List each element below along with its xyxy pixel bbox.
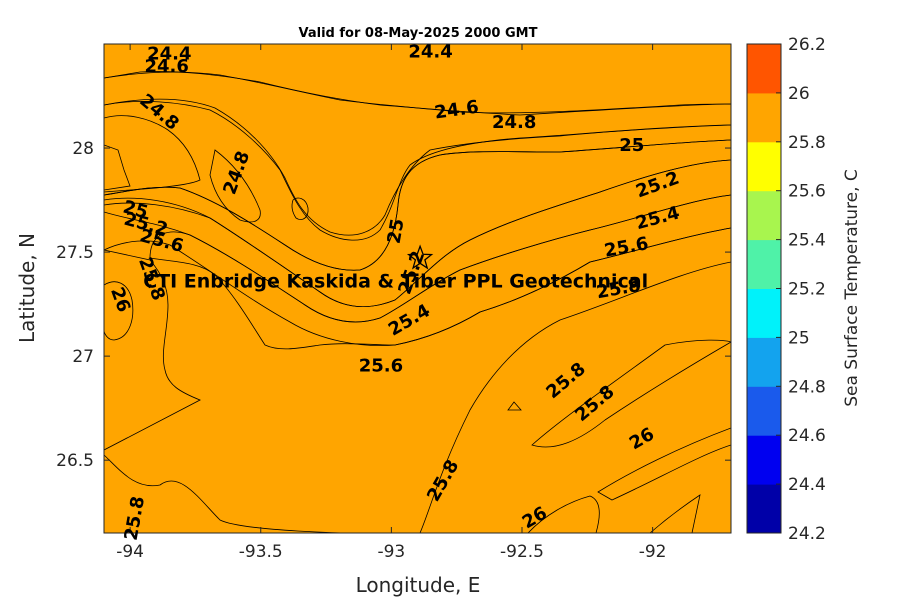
colorbar-swatch: [747, 337, 781, 387]
region-24-6-pocket: [209, 149, 261, 223]
contour-label: 24.6: [144, 56, 188, 77]
colorbar-label: Sea Surface Temperature, C: [842, 169, 862, 407]
site-star-marker: [406, 244, 434, 270]
colorbar-tick-label: 24.6: [788, 426, 826, 446]
colorbar-tick-label: 26: [788, 84, 810, 104]
region-24-4: [104, 44, 731, 116]
x-tick-label: -93.5: [239, 542, 283, 562]
x-tick-label: -92.5: [500, 542, 544, 562]
region-24-6-west: [104, 144, 131, 191]
colorbar-swatch: [747, 141, 781, 192]
colorbar-swatch: [747, 190, 781, 241]
region-25-6-dot: [507, 401, 522, 411]
colorbar-tick-label: 26.2: [788, 35, 826, 55]
site-label: CTI Enbridge Kaskida & Tiber PPL Geotech…: [143, 270, 648, 292]
contour-label: 24.8: [492, 112, 536, 133]
region-25-8: [104, 44, 731, 533]
colorbar-tick-label: 25.4: [788, 231, 826, 251]
region-26-west: [104, 281, 134, 341]
region-25-6-southeast-2: [649, 494, 701, 533]
contour-label: 24.4: [147, 43, 191, 64]
contour-label: 25: [384, 217, 409, 245]
x-tick-label: -93: [377, 542, 405, 562]
region-26-southeast: [597, 427, 731, 501]
region-24-6: [104, 71, 731, 236]
y-tick-label: 28: [72, 139, 94, 159]
y-tick-label: 27.5: [56, 243, 94, 263]
colorbar-tick-label: 25: [788, 328, 810, 348]
colorbar-swatch: [747, 288, 781, 338]
chart-title: Valid for 08-May-2025 2000 GMT: [299, 26, 538, 41]
contour-label: 25.6: [359, 356, 403, 377]
colorbar-tick-label: 25.6: [788, 182, 826, 202]
region-24-4-pocket: [291, 197, 309, 220]
colorbar-tick-label: 25.2: [788, 280, 826, 300]
y-axis: 26.5 27 27.5 28: [56, 139, 731, 471]
site-annotation: CTI Enbridge Kaskida & Tiber PPL Geotech…: [143, 244, 648, 292]
colorbar-swatch: [747, 92, 781, 143]
x-axis: -94 -93.5 -93 -92.5 -92: [116, 44, 667, 562]
x-tick-label: -94: [116, 542, 144, 562]
region-26-south: [527, 495, 600, 533]
x-tick-label: -92: [639, 542, 667, 562]
y-axis-label: Latitude, N: [15, 233, 39, 343]
plot-frame: [103, 43, 732, 534]
y-tick-label: 27: [72, 347, 94, 367]
region-24-8-west: [104, 115, 201, 193]
colorbar-swatch: [747, 239, 781, 289]
colorbar-swatch: [747, 44, 781, 94]
colorbar-tick-label: 25.8: [788, 133, 826, 153]
colorbar-tick-label: 24.2: [788, 524, 826, 544]
colorbar: 24.2 24.4 24.6 24.8 25 25.2 25.4 25.6 25.8 26 26.2: [746, 35, 826, 544]
colorbar-swatch: [747, 435, 781, 485]
contour-field: [104, 44, 731, 533]
contour-label: 24.4: [408, 41, 452, 62]
x-axis-label: Longitude, E: [356, 573, 481, 597]
y-tick-label: 26.5: [56, 451, 94, 471]
colorbar-tick-label: 24.4: [788, 475, 826, 495]
colorbar-swatch: [747, 386, 781, 436]
colorbar-tick-label: 24.8: [788, 377, 826, 397]
colorbar-swatch: [747, 484, 781, 534]
contour-label: 25: [619, 135, 644, 156]
